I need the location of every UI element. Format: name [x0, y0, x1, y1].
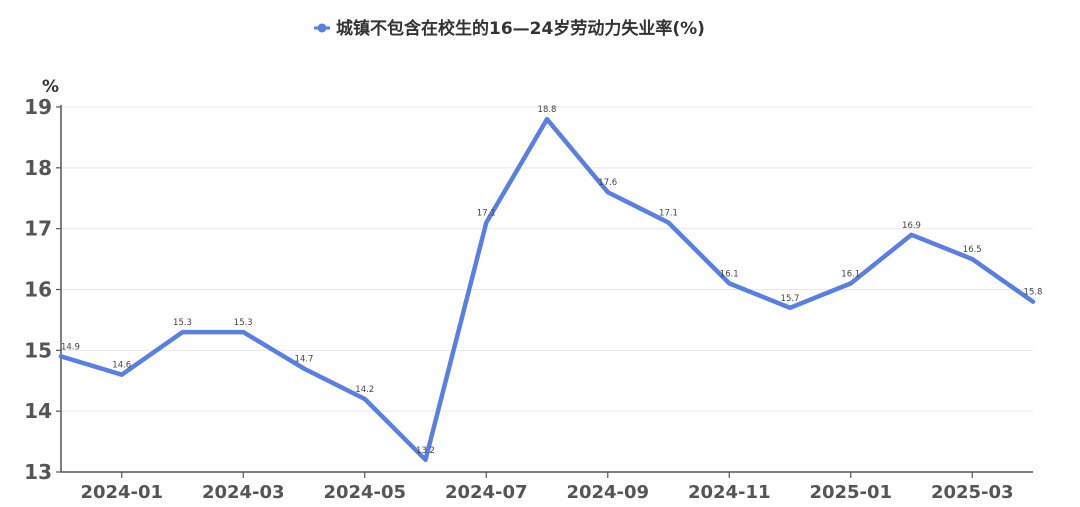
x-tick-label: 2024-09	[566, 482, 649, 503]
data-label: 16.1	[841, 269, 860, 279]
data-label: 16.1	[720, 269, 739, 279]
y-tick-label: 19	[24, 95, 52, 119]
y-tick-label: 14	[24, 399, 52, 423]
x-axis-ticks: 2024-01 2024-03 2024-05 2024-07 2024-09 2024-…	[80, 472, 1014, 503]
data-label: 14.9	[61, 342, 80, 352]
x-tick-label: 2024-01	[80, 482, 163, 503]
data-label: 18.8	[538, 105, 557, 115]
data-label: 15.3	[173, 318, 192, 328]
data-label: 16.9	[902, 221, 921, 231]
legend-dot-marker	[317, 23, 327, 33]
data-label: 14.2	[355, 385, 374, 395]
y-tick-label: 15	[24, 338, 52, 362]
x-tick-label: 2024-03	[202, 482, 285, 503]
legend-series-name: 城镇不包含在校生的16—24岁劳动力失业率(%)	[336, 18, 705, 39]
data-label: 14.6	[112, 361, 131, 371]
x-tick-label: 2024-05	[323, 482, 406, 503]
series-layer	[58, 116, 1036, 463]
data-label: 17.1	[477, 209, 496, 219]
data-label: 15.3	[234, 318, 253, 328]
chart-legend: 城镇不包含在校生的16—24岁劳动力失业率(%)	[314, 18, 705, 39]
x-tick-label: 2024-11	[688, 482, 771, 503]
gridlines	[61, 106, 1033, 412]
series-line	[58, 116, 1036, 463]
x-tick-label: 2025-03	[931, 482, 1014, 503]
axes	[56, 105, 1033, 473]
x-tick-label: 2024-07	[445, 482, 528, 503]
data-label: 17.6	[598, 178, 617, 188]
data-label: 13.2	[416, 446, 435, 456]
y-tick-label: 18	[24, 156, 52, 180]
y-tick-label: 17	[24, 217, 52, 241]
x-tick-label: 2025-01	[809, 482, 892, 503]
data-labels: 14.9 14.6 15.3 15.3 14.7 14.2 13.2 17.1 18.8 17.6…	[61, 105, 1042, 456]
data-label: 15.7	[781, 294, 800, 304]
data-label: 16.5	[963, 245, 982, 255]
data-label: 14.7	[295, 355, 314, 365]
y-tick-label: 13	[24, 460, 52, 484]
data-label: 17.1	[659, 209, 678, 219]
y-tick-label: 16	[24, 278, 52, 302]
data-label: 15.8	[1024, 288, 1043, 298]
y-axis-unit-label: %	[42, 77, 59, 97]
y-axis-ticks: 13 14 15 16 17 18 19	[24, 95, 52, 484]
